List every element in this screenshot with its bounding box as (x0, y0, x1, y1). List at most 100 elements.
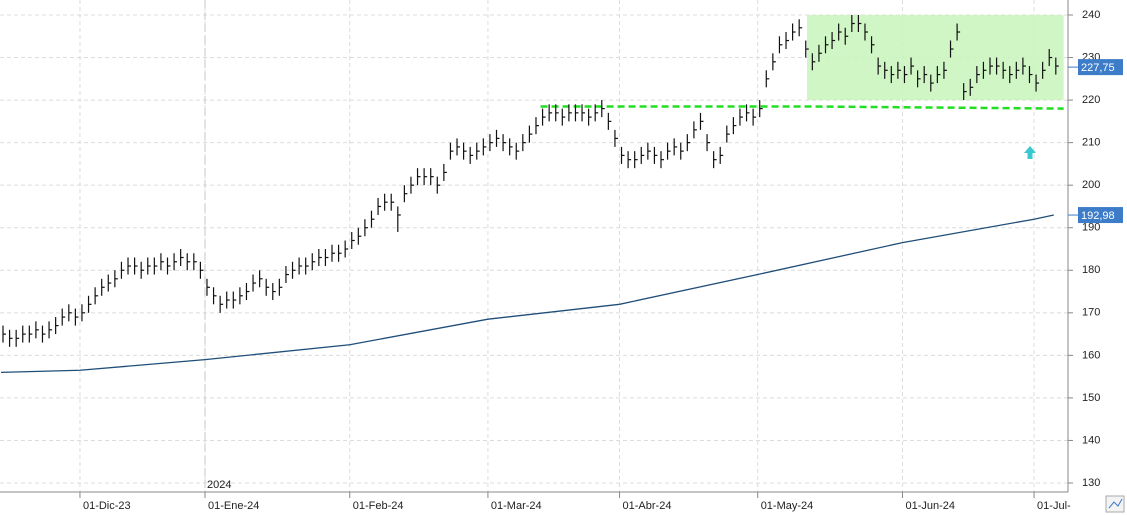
ohlc-bar (607, 112, 612, 130)
ohlc-bar (324, 249, 329, 267)
ohlc-bar (252, 274, 257, 292)
ohlc-bar (969, 78, 974, 96)
x-tick-label: 01-Jun-24 (905, 500, 955, 512)
x-tick-label: 01-Feb-24 (353, 500, 404, 512)
ohlc-bar (765, 70, 770, 88)
ohlc-bar (739, 108, 743, 126)
ohlc-bar (430, 168, 434, 186)
ohlc-bar (22, 325, 26, 343)
ohlc-bar (936, 66, 941, 84)
ohlc-bar (699, 112, 704, 130)
ohlc-bar (463, 142, 467, 160)
ohlc-bar (949, 40, 954, 58)
ohlc-bar (41, 325, 46, 343)
ohlc-bar (469, 146, 474, 164)
ohlc-bar (666, 142, 671, 160)
ohlc-bar (897, 61, 901, 79)
ohlc-bar (120, 261, 125, 279)
ohlc-bar (574, 104, 579, 122)
ohlc-bar (541, 108, 546, 126)
axis-button[interactable] (1105, 495, 1125, 513)
ohlc-bar (390, 193, 395, 211)
plot (0, 15, 1064, 374)
ohlc-bar (601, 100, 605, 118)
ohlc-bar (673, 138, 678, 156)
ohlc-bar (548, 104, 553, 122)
ohlc-bar (818, 44, 822, 62)
y-tick-label: 210 (1082, 137, 1100, 149)
ohlc-bar (219, 295, 224, 313)
ohlc-bar (212, 287, 217, 305)
ohlc-bar (245, 283, 250, 301)
ohlc-bar (884, 61, 888, 79)
ohlc-bar (515, 142, 520, 160)
ohlc-bar (864, 23, 868, 41)
x-tick-label: 01-Ene-24 (208, 500, 259, 512)
ohlc-bar (153, 257, 158, 275)
ohlc-bar (436, 176, 441, 194)
ohlc-bar (923, 66, 928, 84)
ohlc-bar (495, 129, 500, 147)
ohlc-bar (61, 308, 66, 326)
ohlc-bar (278, 278, 283, 296)
ohlc-bar (489, 134, 493, 152)
ohlc-bar (28, 325, 33, 343)
ohlc-bar (160, 253, 164, 271)
ohlc-bar (903, 66, 908, 84)
ohlc-bar (74, 308, 79, 326)
ohlc-bar (318, 249, 322, 267)
last-value-box (1078, 207, 1123, 224)
ohlc-bar (311, 253, 316, 271)
ohlc-bar (877, 57, 882, 75)
ohlc-bar (653, 146, 658, 164)
ohlc-bar (989, 57, 993, 75)
ohlc-bar (943, 61, 947, 79)
x-tick-label: 01-Abr-24 (623, 500, 672, 512)
year-label: 2024 (207, 479, 231, 491)
ohlc-bar (976, 66, 980, 84)
ohlc-bar (857, 15, 862, 33)
ohlc-bar (351, 231, 355, 249)
ohlc-bar (522, 134, 526, 152)
ohlc-bar (331, 244, 335, 262)
ohlc-bar (831, 32, 836, 50)
ohlc-bar (449, 142, 454, 160)
ohlc-bar (377, 197, 382, 215)
x-tick-label: 01-Jul- (1037, 500, 1071, 512)
ohlc-bar (107, 274, 112, 292)
ohlc-bar (140, 261, 145, 279)
ohlc-bar (1009, 66, 1013, 84)
ohlc-bar (620, 146, 625, 164)
ohlc-bar (291, 261, 296, 279)
ohlc-bar (535, 117, 539, 135)
ohlc-bar (206, 278, 210, 296)
y-tick-label: 130 (1082, 477, 1100, 489)
ohlc-bar (778, 36, 783, 54)
y-tick-label: 200 (1082, 179, 1100, 191)
ohlc-bar (265, 278, 270, 296)
ohlc-bar (995, 57, 1000, 75)
last-value-label: 227,75 (1081, 62, 1115, 74)
ohlc-bar (384, 193, 388, 211)
ohlc-bar (528, 125, 533, 143)
ohlc-bar (759, 100, 763, 118)
y-tick-label: 190 (1082, 222, 1100, 234)
ohlc-bar (686, 134, 691, 152)
ohlc-bar (713, 151, 717, 169)
ohlc-bar (403, 185, 408, 203)
ohlc-bar (482, 138, 487, 156)
ohlc-bar (199, 261, 204, 279)
ohlc-bar (1015, 61, 1020, 79)
last-value-box (1078, 59, 1123, 76)
y-tick-label: 150 (1082, 392, 1100, 404)
x-tick-label: 01-Mar-24 (491, 500, 542, 512)
ohlc-bar (456, 138, 461, 156)
ohlc-bar (186, 253, 191, 271)
ohlc-bar (726, 125, 730, 143)
y-tick-label: 140 (1082, 434, 1100, 446)
ohlc-bar (693, 121, 697, 139)
signal-arrow (1024, 146, 1036, 159)
ohlc-bar (844, 27, 849, 45)
ohlc-bar (568, 104, 572, 122)
